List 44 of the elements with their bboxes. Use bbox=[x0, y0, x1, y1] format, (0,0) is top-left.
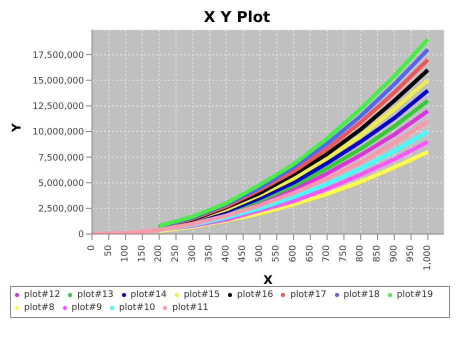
chart-title: X Y Plot bbox=[202, 8, 272, 28]
legend-label: plot#16 bbox=[236, 290, 274, 300]
y-tick-label: 7,500,000 bbox=[38, 153, 84, 164]
legend-label: plot#14 bbox=[130, 290, 167, 300]
legend-label: plot#15 bbox=[182, 290, 220, 300]
legend-label: plot#8 bbox=[23, 303, 55, 313]
y-tick-label: 2,500,000 bbox=[38, 204, 84, 215]
x-tick-label: 650 bbox=[305, 244, 316, 262]
legend-label: plot#10 bbox=[118, 303, 156, 313]
x-tick-label: 0 bbox=[87, 244, 97, 251]
x-tick-label: 450 bbox=[238, 244, 248, 262]
x-tick-label: 900 bbox=[389, 244, 400, 262]
x-tick-label: 50 bbox=[104, 244, 114, 256]
y-tick-label: 12,500,000 bbox=[32, 102, 84, 112]
legend-label: plot#13 bbox=[76, 290, 114, 300]
x-tick-label: 100 bbox=[120, 244, 131, 262]
x-tick-label: 600 bbox=[288, 244, 299, 262]
x-tick-label: 250 bbox=[170, 244, 181, 262]
y-axis-title: Y bbox=[9, 123, 24, 133]
legend-label: plot#19 bbox=[396, 290, 433, 300]
x-tick-label: 750 bbox=[338, 244, 349, 262]
legend-label: plot#9 bbox=[70, 303, 102, 313]
x-tick-label: 400 bbox=[221, 244, 232, 262]
x-axis-title: X bbox=[263, 273, 274, 287]
x-tick-label: 200 bbox=[154, 244, 164, 262]
x-tick-label: 550 bbox=[272, 244, 282, 262]
legend-label: plot#11 bbox=[171, 303, 209, 313]
legend-label: plot#18 bbox=[342, 290, 380, 300]
legend-label: plot#17 bbox=[289, 290, 326, 300]
y-tick-label: 0 bbox=[78, 230, 84, 240]
y-tick-label: 5,000,000 bbox=[38, 178, 84, 189]
x-tick-label: 950 bbox=[406, 244, 416, 262]
x-tick-label: 350 bbox=[204, 244, 215, 262]
x-tick-label: 700 bbox=[322, 244, 332, 262]
x-tick-label: 850 bbox=[372, 244, 382, 262]
y-tick-label: 10,000,000 bbox=[32, 128, 84, 138]
y-tick-label: 15,000,000 bbox=[32, 76, 84, 86]
x-tick-label: 300 bbox=[188, 244, 198, 262]
x-tick-label: 150 bbox=[137, 244, 148, 262]
x-tick-label: 800 bbox=[356, 244, 366, 262]
x-tick-label: 1,000 bbox=[422, 244, 433, 271]
legend-label: plot#12 bbox=[23, 290, 60, 300]
y-tick-label: 17,500,000 bbox=[32, 50, 84, 61]
x-tick-label: 500 bbox=[254, 244, 265, 262]
